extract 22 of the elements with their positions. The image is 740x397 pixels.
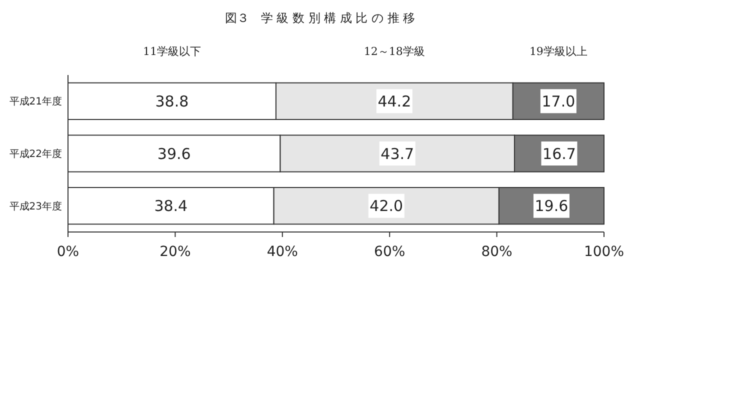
text: 12～18学級 [364, 45, 425, 58]
x-tick-label: 20% [160, 244, 191, 260]
data-label: 19.6 [534, 197, 568, 216]
x-tick-label: 100% [584, 244, 624, 260]
x-tick-label: 0% [56, 244, 80, 260]
chart-title: 図３ 学 級 数 別 構 成 比 の 推 移 [224, 11, 416, 25]
y-tick-label: 平成23年度 [9, 200, 62, 212]
data-label: 44.2 [378, 92, 412, 110]
data-label: 17.0 [542, 92, 576, 110]
x-tick-label: 40% [266, 244, 298, 260]
data-label: 42.0 [370, 197, 404, 216]
x-tick-label: 80% [481, 244, 512, 260]
x-tick-label: 60% [374, 244, 406, 260]
text: 19学級以上 [529, 45, 588, 58]
y-tick-label: 平成21年度 [9, 96, 62, 108]
data-label: 38.8 [155, 92, 189, 110]
data-label: 43.7 [380, 144, 414, 163]
y-tick-label: 平成22年度 [9, 148, 62, 160]
text: 11学級以下 [142, 45, 201, 58]
data-label: 39.6 [157, 144, 191, 163]
data-label: 38.4 [154, 197, 188, 216]
data-label: 16.7 [542, 144, 576, 163]
